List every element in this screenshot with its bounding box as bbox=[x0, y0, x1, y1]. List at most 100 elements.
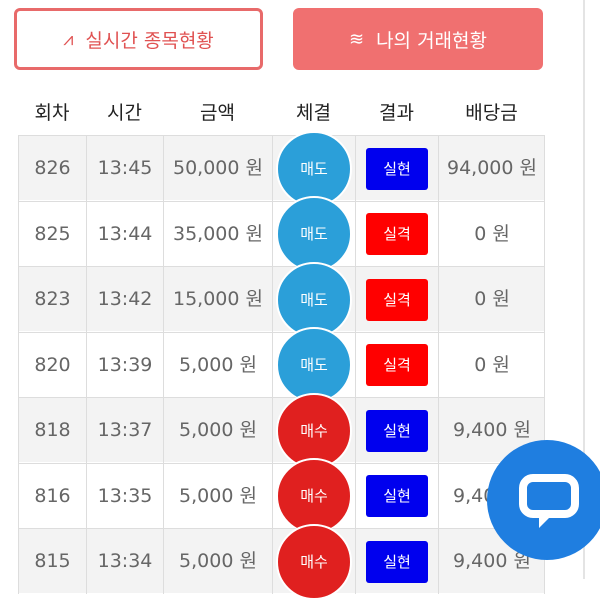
cell-text: 13:37 bbox=[97, 419, 153, 441]
trade-badge: 매수 bbox=[276, 458, 352, 534]
cell: 815 bbox=[18, 529, 86, 594]
cell: 매도 bbox=[272, 196, 355, 272]
icon: ≋ bbox=[348, 28, 365, 50]
cell: 실현 bbox=[355, 463, 438, 529]
cell: 13:35 bbox=[86, 463, 163, 529]
column-header: 배당금 bbox=[465, 102, 518, 124]
cell: 매수 bbox=[272, 392, 355, 469]
cell-text: 0 원 bbox=[474, 288, 510, 310]
cell-text: 35,000 원 bbox=[172, 222, 263, 245]
result-badge: 실현 bbox=[366, 147, 428, 190]
cell: 50,000 원 bbox=[163, 136, 272, 201]
cell: 9,400 원 bbox=[438, 529, 545, 594]
cell-text: 13:34 bbox=[97, 550, 153, 572]
border bbox=[544, 398, 545, 463]
cell: 0 원 bbox=[438, 201, 545, 267]
cell: 매수 bbox=[272, 458, 355, 534]
tab-button[interactable]: ≋ 나의 거래현황 bbox=[293, 8, 543, 70]
cell: 820 bbox=[18, 332, 86, 398]
chat-button[interactable] bbox=[487, 440, 600, 560]
column-header: 결과 bbox=[379, 102, 414, 124]
cell: 5,000 원 bbox=[163, 529, 272, 594]
border bbox=[544, 267, 545, 332]
cell-text: 5,000 원 bbox=[179, 550, 257, 572]
cell: 실현 bbox=[355, 136, 438, 201]
cell-text: 820 bbox=[34, 353, 71, 376]
table-row[interactable]: 826 13:45 50,000 원 매도 실현 94,000 원 bbox=[18, 130, 545, 207]
result-badge: 실격 bbox=[366, 344, 428, 386]
trade-badge: 매도 bbox=[276, 261, 352, 338]
cell: 5,000 원 bbox=[163, 463, 272, 529]
result-badge: 실격 bbox=[366, 213, 428, 255]
border bbox=[544, 332, 545, 398]
tab-button[interactable]: ⩘ 실시간 종목현황 bbox=[14, 8, 263, 70]
trade-badge: 매도 bbox=[276, 130, 352, 207]
column-header: 체결 bbox=[296, 102, 331, 124]
column-header: 회차 bbox=[34, 102, 70, 124]
cell: 매수 bbox=[272, 523, 355, 600]
cell-text: 13:45 bbox=[97, 157, 153, 179]
table-row[interactable]: 823 13:42 15,000 원 매도 실격 0 원 bbox=[18, 261, 545, 338]
result-badge: 실격 bbox=[366, 278, 428, 321]
cell: 실현 bbox=[355, 529, 438, 594]
cell-text: 9,400 원 bbox=[453, 419, 531, 441]
cell-text: 50,000 원 bbox=[172, 157, 263, 179]
result-badge: 실현 bbox=[366, 540, 428, 583]
cell: 9,400 원 bbox=[438, 398, 545, 463]
cell-text: 13:35 bbox=[97, 484, 153, 507]
cell: 13:37 bbox=[86, 398, 163, 463]
cell-text: 9,400 원 bbox=[453, 550, 531, 572]
icon: ⩘ bbox=[63, 28, 74, 50]
column-header: 시간 bbox=[107, 102, 142, 124]
cell-text: 13:42 bbox=[97, 288, 153, 310]
cell-text: 5,000 원 bbox=[179, 419, 257, 441]
cell-text: 815 bbox=[34, 550, 71, 572]
cell: 5,000 원 bbox=[163, 398, 272, 463]
cell: 13:34 bbox=[86, 529, 163, 594]
cell-text: 5,000 원 bbox=[179, 353, 257, 376]
scrollbar bbox=[583, 0, 585, 579]
border bbox=[544, 136, 545, 201]
cell: 13:44 bbox=[86, 201, 163, 267]
chat-icon bbox=[519, 474, 579, 528]
cell: 13:39 bbox=[86, 332, 163, 398]
cell: 94,000 원 bbox=[438, 136, 545, 201]
cell: 15,000 원 bbox=[163, 267, 272, 332]
cell: 5,000 원 bbox=[163, 332, 272, 398]
cell-text: 826 bbox=[34, 157, 71, 179]
label: 실시간 종목현황 bbox=[85, 29, 214, 52]
cell: 35,000 원 bbox=[163, 201, 272, 267]
cell-text: 0 원 bbox=[474, 222, 510, 245]
trade-badge: 매수 bbox=[276, 523, 352, 600]
table-row[interactable]: 820 13:39 5,000 원 매도 실격 0 원 bbox=[18, 327, 545, 403]
cell: 823 bbox=[18, 267, 86, 332]
cell-text: 13:44 bbox=[97, 222, 153, 245]
table-row[interactable]: 825 13:44 35,000 원 매도 실격 0 원 bbox=[18, 196, 545, 272]
cell-text: 0 원 bbox=[474, 353, 510, 376]
result-badge: 실현 bbox=[366, 475, 428, 517]
cell-text: 15,000 원 bbox=[172, 288, 263, 310]
cell-text: 13:39 bbox=[97, 353, 153, 376]
result-badge: 실현 bbox=[366, 409, 428, 452]
cell-text: 818 bbox=[34, 419, 71, 441]
cell-text: 825 bbox=[34, 222, 71, 245]
cell: 825 bbox=[18, 201, 86, 267]
cell: 13:42 bbox=[86, 267, 163, 332]
label: 나의 거래현황 bbox=[376, 29, 487, 52]
cell: 실격 bbox=[355, 267, 438, 332]
cell: 매도 bbox=[272, 261, 355, 338]
column-header: 금액 bbox=[200, 102, 235, 124]
cell: 826 bbox=[18, 136, 86, 201]
cell: 실격 bbox=[355, 332, 438, 398]
cell: 실현 bbox=[355, 398, 438, 463]
cell: 실격 bbox=[355, 201, 438, 267]
table-row[interactable]: 818 13:37 5,000 원 매수 실현 9,400 원 bbox=[18, 392, 545, 469]
cell-text: 5,000 원 bbox=[179, 484, 257, 507]
cell-text: 816 bbox=[34, 484, 71, 507]
border bbox=[544, 201, 545, 267]
table-row[interactable]: 815 13:34 5,000 원 매수 실현 9,400 원 bbox=[18, 523, 545, 600]
cell-text: 823 bbox=[34, 288, 71, 310]
cell: 816 bbox=[18, 463, 86, 529]
cell: 0 원 bbox=[438, 267, 545, 332]
